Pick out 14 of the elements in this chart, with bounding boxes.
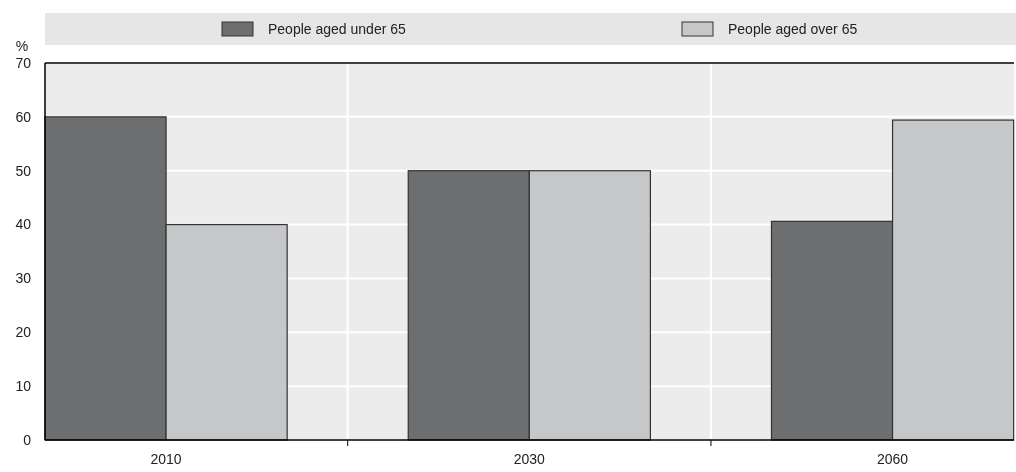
y-tick-label: 0 (23, 431, 32, 448)
x-tick-label: 2010 (150, 451, 182, 467)
x-tick-label: 2060 (876, 451, 909, 467)
legend-label: People aged under 65 (268, 21, 406, 37)
legend-label: People aged over 65 (728, 21, 858, 37)
y-tick-label: 10 (15, 378, 32, 395)
y-tick-label: 60 (15, 108, 32, 125)
y-axis-title: % (15, 38, 29, 54)
y-tick-label: 30 (15, 270, 32, 287)
y-tick-label: 20 (15, 324, 32, 341)
x-tick-label: 2030 (513, 451, 546, 467)
y-tick-label: 40 (15, 216, 32, 233)
y-tick-label: 70 (15, 54, 32, 71)
y-tick-label: 50 (15, 162, 32, 179)
